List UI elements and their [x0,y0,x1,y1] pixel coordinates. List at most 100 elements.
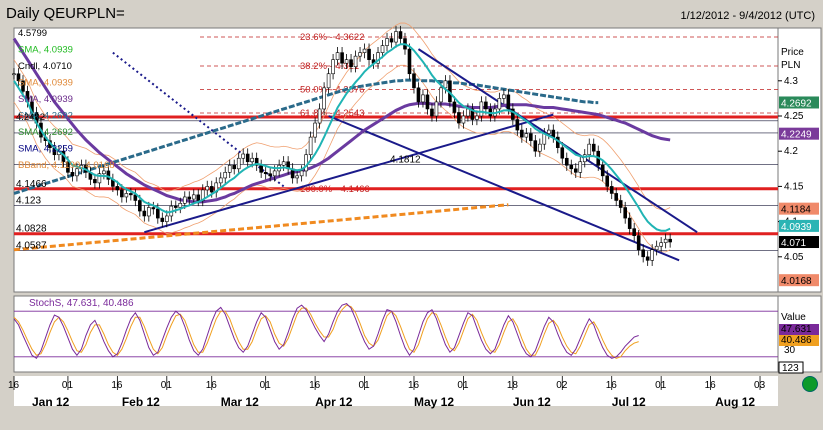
candle-body [66,161,70,173]
candle-body [654,245,659,251]
candle-body [241,153,245,159]
candle-body [133,194,138,201]
candle-body [191,194,196,200]
candle-body [205,186,210,191]
price-tag: 4.0168 [781,276,812,287]
candle-body [421,94,425,103]
candle-body [551,129,556,138]
candle-body [636,235,641,251]
candle-body [209,186,214,193]
candle-body [614,193,619,201]
price-tag: 4.2692 [781,98,812,109]
candle-body [138,200,142,212]
candle-body [335,52,340,60]
candle-body [533,140,538,152]
stoch-y-tick: 30 [784,345,796,356]
x-tick-label: 01 [161,380,173,391]
x-tick-label: 16 [111,380,123,391]
price-tag-bg [779,274,819,287]
candle-body [641,249,645,258]
candle-body [263,172,268,175]
candle-body [259,164,263,173]
candle-body [475,115,479,120]
x-tick-label: 01 [260,380,272,391]
candle-body [151,207,156,210]
candle-body [385,38,389,46]
stoch-tag: 40.486 [781,335,812,346]
candle-body [434,101,439,117]
scroll-indicator-icon[interactable] [802,376,818,392]
candle-body [623,207,628,219]
candle-body [272,170,277,177]
candle-body [308,136,313,156]
x-tick-label: 18 [507,380,519,391]
legend-entry: SMA, 4.0939 [18,94,73,105]
candle-body [439,87,443,103]
candle-body [546,129,551,134]
legend-entry: BBand, 4.1190, 4.0168 [18,160,115,171]
stoch-scroll-box[interactable] [778,361,804,374]
candle-body [506,94,511,110]
candle-body [147,207,151,217]
x-tick-label: 01 [359,380,371,391]
candle-body [187,196,192,200]
candle-body [223,172,228,179]
price-tag-bg [779,236,819,249]
candle-body [304,154,308,172]
candle-body [412,73,416,89]
candle-body [120,189,124,198]
candle-body [394,31,398,43]
candle-body [12,73,16,76]
trend-line [144,113,554,234]
legend-entry: SMA, 4.2259 [18,144,73,155]
x-month-label: Mar 12 [221,395,259,409]
candle-body [605,175,610,187]
x-month-label: Feb 12 [122,395,160,409]
y-tick-label: 4.25 [784,111,804,122]
candle-body [236,157,241,170]
price-axis-title: Price [781,47,804,58]
candle-body [645,256,650,261]
candle-body [578,161,583,173]
candle-body [326,73,331,89]
candle-body [443,80,448,89]
candle-body [142,210,147,217]
price-tag-bg [779,219,819,232]
y-tick-label: 4.3 [784,76,798,87]
legend-entry: SMA, 4.0939 [18,78,73,89]
fib-label: 38.2% - 4.321 [300,61,359,72]
level-label: 4.0587 [16,241,47,252]
stoch-k-line [13,303,639,360]
candle-body [250,157,254,163]
candle-body [564,157,569,166]
price-tag: 4.2249 [781,130,812,141]
candle-body [627,217,632,229]
stoch-label: StochS, 47.631, 40.486 [29,298,134,309]
candle-body [124,193,129,198]
candle-body [106,170,111,180]
candle-body [511,108,515,120]
y-tick-label: 4.2 [784,146,798,157]
candle-body [16,73,21,82]
candle-body [668,238,672,243]
x-tick-label: 01 [62,380,74,391]
level-label: 4.123 [16,195,41,206]
fib-label: 23.6% - 4.3622 [300,32,364,43]
x-tick-label: 16 [309,380,321,391]
candle-body [497,98,502,110]
candle-body [344,59,349,64]
level-label: 4.1812 [390,154,421,165]
candle-body [380,45,385,53]
candle-body [466,108,470,117]
stoch-tag: 47.631 [781,324,812,335]
candle-body [452,101,457,113]
candle-body [93,179,97,184]
price-tag-bg [779,202,819,215]
candle-body [582,154,587,163]
candle-body [376,52,380,64]
candle-body [389,38,394,43]
candle-body [520,129,524,138]
y-tick-label: 4.15 [784,181,804,192]
candle-body [218,177,223,184]
